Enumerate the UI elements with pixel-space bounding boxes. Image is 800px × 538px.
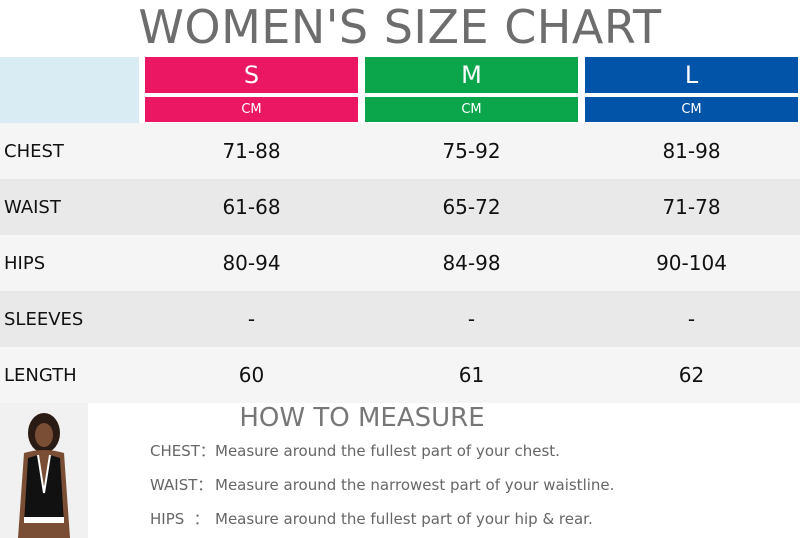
corner-cell	[0, 57, 139, 123]
size-value: 71-78	[662, 195, 721, 219]
row-label: WAIST	[4, 196, 61, 218]
size-value: 71-88	[222, 139, 281, 163]
size-value: -	[687, 307, 696, 331]
row-label: SLEEVES	[4, 308, 84, 330]
measure-label: WAIST：	[150, 476, 213, 494]
size-header: S	[145, 57, 358, 93]
unit-header: CM	[585, 97, 798, 122]
size-value: 61-68	[222, 195, 281, 219]
row-background	[0, 291, 800, 347]
measure-label: CHEST：	[150, 442, 215, 460]
size-value: -	[247, 307, 256, 331]
row-label: HIPS	[4, 252, 46, 274]
row-background	[0, 235, 800, 291]
size-value: 65-72	[442, 195, 501, 219]
size-header: M	[365, 57, 578, 93]
unit-header: CM	[145, 97, 358, 122]
row-label: CHEST	[4, 140, 64, 162]
size-value: 80-94	[222, 251, 281, 275]
unit-header: CM	[365, 97, 578, 122]
measure-text: Measure around the fullest part of your …	[215, 510, 593, 528]
row-background	[0, 347, 800, 403]
size-value: 90-104	[656, 251, 727, 275]
row-background	[0, 123, 800, 179]
size-value: 81-98	[662, 139, 721, 163]
measure-label: HIPS ：	[150, 510, 209, 528]
size-header: L	[585, 57, 798, 93]
measure-text: Measure around the narrowest part of you…	[215, 476, 615, 494]
size-value: 62	[678, 363, 705, 387]
model-photo	[0, 403, 88, 538]
size-value: -	[467, 307, 476, 331]
measure-text: Measure around the fullest part of your …	[215, 442, 560, 460]
measure-title: HOW TO MEASURE	[239, 403, 485, 433]
title: WOMEN'S SIZE CHART	[138, 0, 662, 54]
size-value: 84-98	[442, 251, 501, 275]
row-background	[0, 179, 800, 235]
size-value: 61	[458, 363, 485, 387]
row-label: LENGTH	[4, 364, 77, 386]
size-value: 60	[238, 363, 265, 387]
size-value: 75-92	[442, 139, 501, 163]
